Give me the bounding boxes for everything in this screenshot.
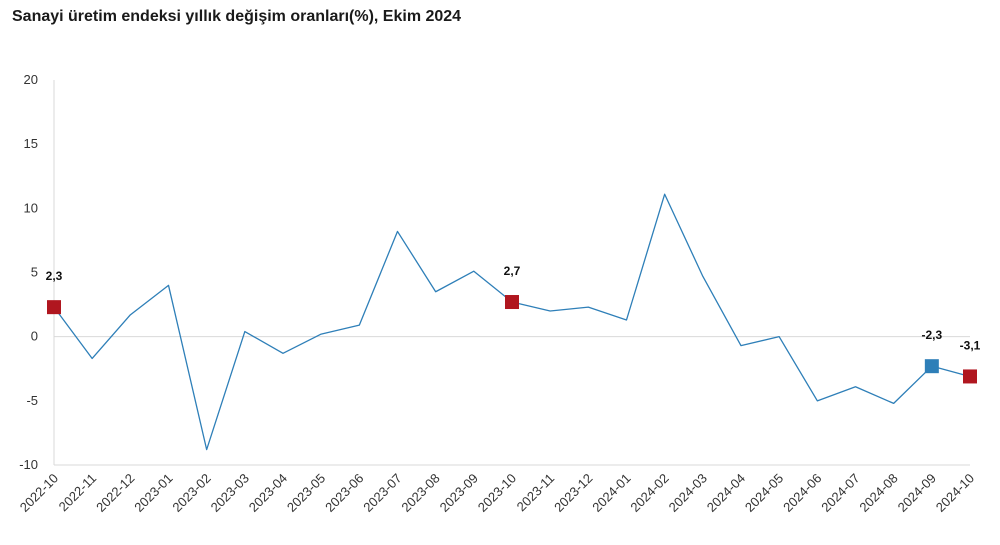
x-tick-label: 2023-09	[437, 471, 481, 515]
x-tick-label: 2024-02	[627, 471, 671, 515]
x-tick-label: 2024-01	[589, 471, 633, 515]
x-tick-label: 2023-08	[398, 471, 442, 515]
y-tick-label: 10	[24, 200, 38, 215]
highlight-marker	[505, 295, 519, 310]
x-tick-label: 2024-05	[742, 471, 786, 515]
highlight-marker	[47, 300, 61, 315]
highlight-marker	[924, 359, 939, 374]
series-layer	[53, 193, 971, 451]
x-tick-label: 2023-06	[322, 471, 366, 515]
y-tick-label: 0	[31, 329, 38, 344]
x-tick-label: 2022-12	[93, 471, 137, 515]
x-tick-label: 2023-07	[360, 471, 404, 515]
data-label: 2,3	[46, 269, 63, 283]
data-label: -3,1	[960, 338, 981, 352]
x-tick-label: 2024-08	[856, 471, 900, 515]
x-tick-label: 2023-11	[514, 471, 558, 515]
x-tick-label: 2024-06	[780, 471, 824, 515]
x-axis-ticks: 2022-102022-112022-122023-012023-022023-…	[17, 471, 977, 515]
x-tick-label: 2022-10	[17, 471, 61, 515]
x-tick-label: 2022-11	[56, 471, 100, 515]
x-tick-label: 2024-09	[895, 471, 939, 515]
series-line	[53, 193, 971, 451]
x-tick-label: 2023-01	[131, 471, 175, 515]
marker-layer: 2,3 2,7 -2,3 -3,1	[46, 264, 981, 384]
x-tick-label: 2024-07	[818, 471, 862, 515]
y-tick-label: -10	[19, 457, 38, 472]
x-tick-label: 2023-02	[169, 471, 213, 515]
highlight-marker	[963, 369, 977, 384]
axes-layer	[53, 80, 970, 466]
x-tick-label: 2023-10	[475, 471, 519, 515]
data-label: -2,3	[921, 328, 942, 342]
y-tick-label: -5	[26, 393, 38, 408]
y-tick-label: 20	[24, 72, 38, 87]
x-tick-label: 2023-05	[284, 471, 328, 515]
x-tick-label: 2024-10	[933, 471, 977, 515]
x-tick-label: 2023-03	[208, 471, 252, 515]
x-tick-label: 2023-04	[246, 471, 290, 515]
y-tick-label: 15	[24, 136, 38, 151]
x-tick-label: 2024-04	[704, 471, 748, 515]
data-label: 2,7	[504, 264, 521, 278]
x-tick-label: 2024-03	[666, 471, 710, 515]
chart-title: Sanayi üretim endeksi yıllık değişim ora…	[12, 8, 462, 25]
x-tick-label: 2023-12	[551, 471, 595, 515]
y-tick-label: 5	[31, 265, 38, 280]
y-axis-ticks: 20 15 10 5 0 -5 -10	[19, 72, 38, 472]
